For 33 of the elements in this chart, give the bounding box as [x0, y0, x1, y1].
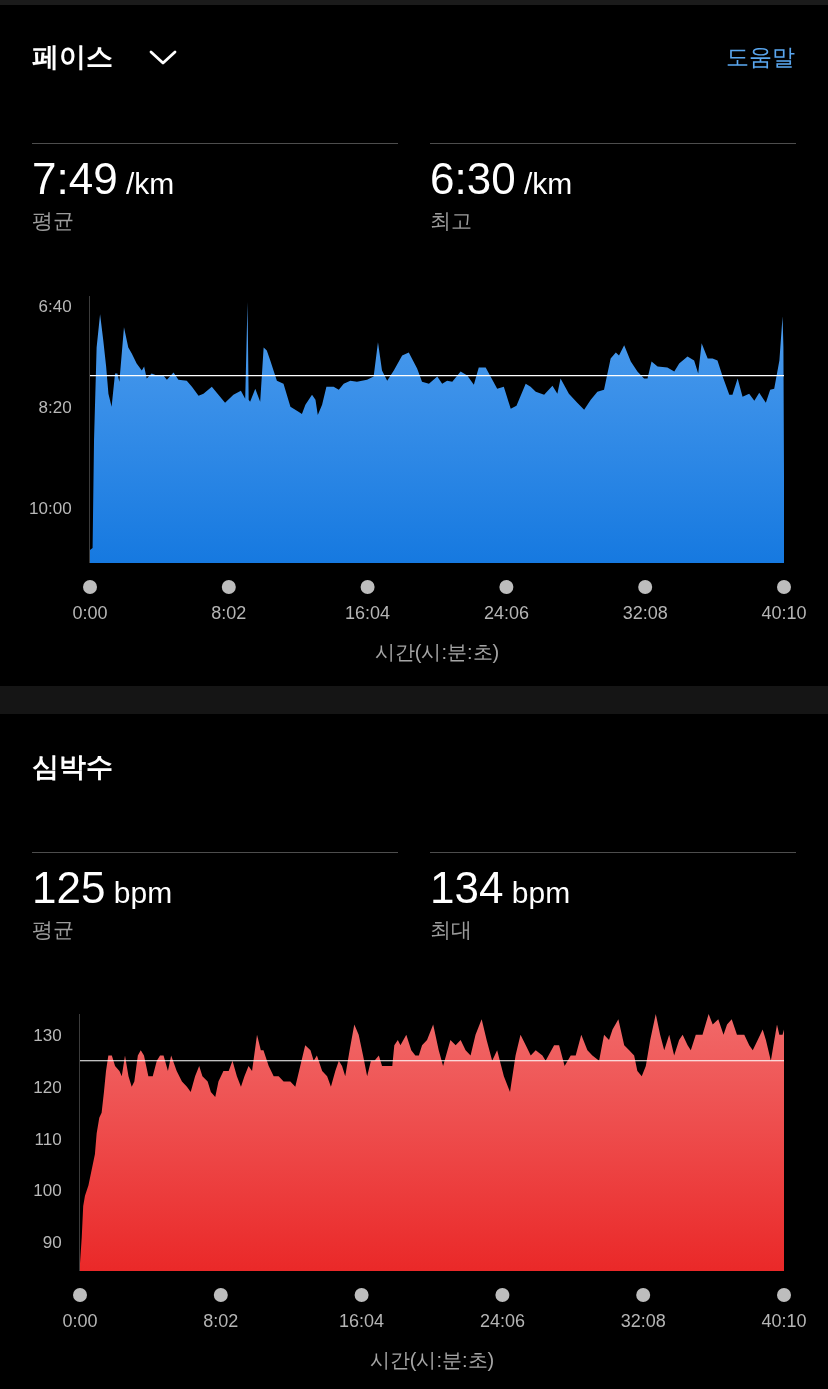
text: 6:30 /km — [430, 154, 573, 203]
y-tick-label: 6:40 — [38, 297, 72, 317]
y-tick-label: 10:00 — [29, 498, 72, 518]
x-tick-label: 40:10 — [761, 1311, 807, 1331]
x-tick-label: 0:00 — [62, 1311, 98, 1331]
text: 평균 — [32, 917, 74, 943]
x-tick-label: 8:02 — [211, 603, 247, 623]
text: 7:49 /km — [32, 154, 175, 203]
x-axis-title: 시간(시:분:초) — [374, 640, 500, 663]
y-tick-label: 120 — [33, 1077, 62, 1097]
text: 최대 — [430, 917, 472, 943]
x-tick-label: 8:02 — [203, 1311, 239, 1331]
text: 도움말 — [726, 43, 795, 72]
y-tick-label: 100 — [33, 1181, 62, 1201]
x-tick-label: 40:10 — [761, 603, 807, 623]
x-tick-label: 24:06 — [483, 603, 529, 623]
x-tick-label: 0:00 — [72, 603, 108, 623]
text: 평균 — [32, 208, 74, 234]
y-tick-label: 90 — [42, 1233, 62, 1253]
text: 최고 — [430, 208, 472, 234]
x-tick-label: 16:04 — [339, 1311, 385, 1331]
x-tick-label: 32:08 — [622, 603, 668, 623]
text: 125 bpm — [32, 863, 173, 912]
y-tick-label: 8:20 — [38, 397, 72, 417]
y-tick-label: 130 — [33, 1025, 62, 1045]
chart-title: 심박수 — [32, 751, 113, 783]
text: 134 bpm — [430, 863, 571, 912]
y-tick-label: 110 — [34, 1129, 62, 1149]
x-tick-label: 16:04 — [345, 603, 391, 623]
x-tick-label: 24:06 — [479, 1311, 525, 1331]
chart-title: 페이스 — [32, 41, 113, 73]
x-tick-label: 32:08 — [620, 1311, 666, 1331]
x-axis-title: 시간(시:분:초) — [369, 1348, 495, 1371]
